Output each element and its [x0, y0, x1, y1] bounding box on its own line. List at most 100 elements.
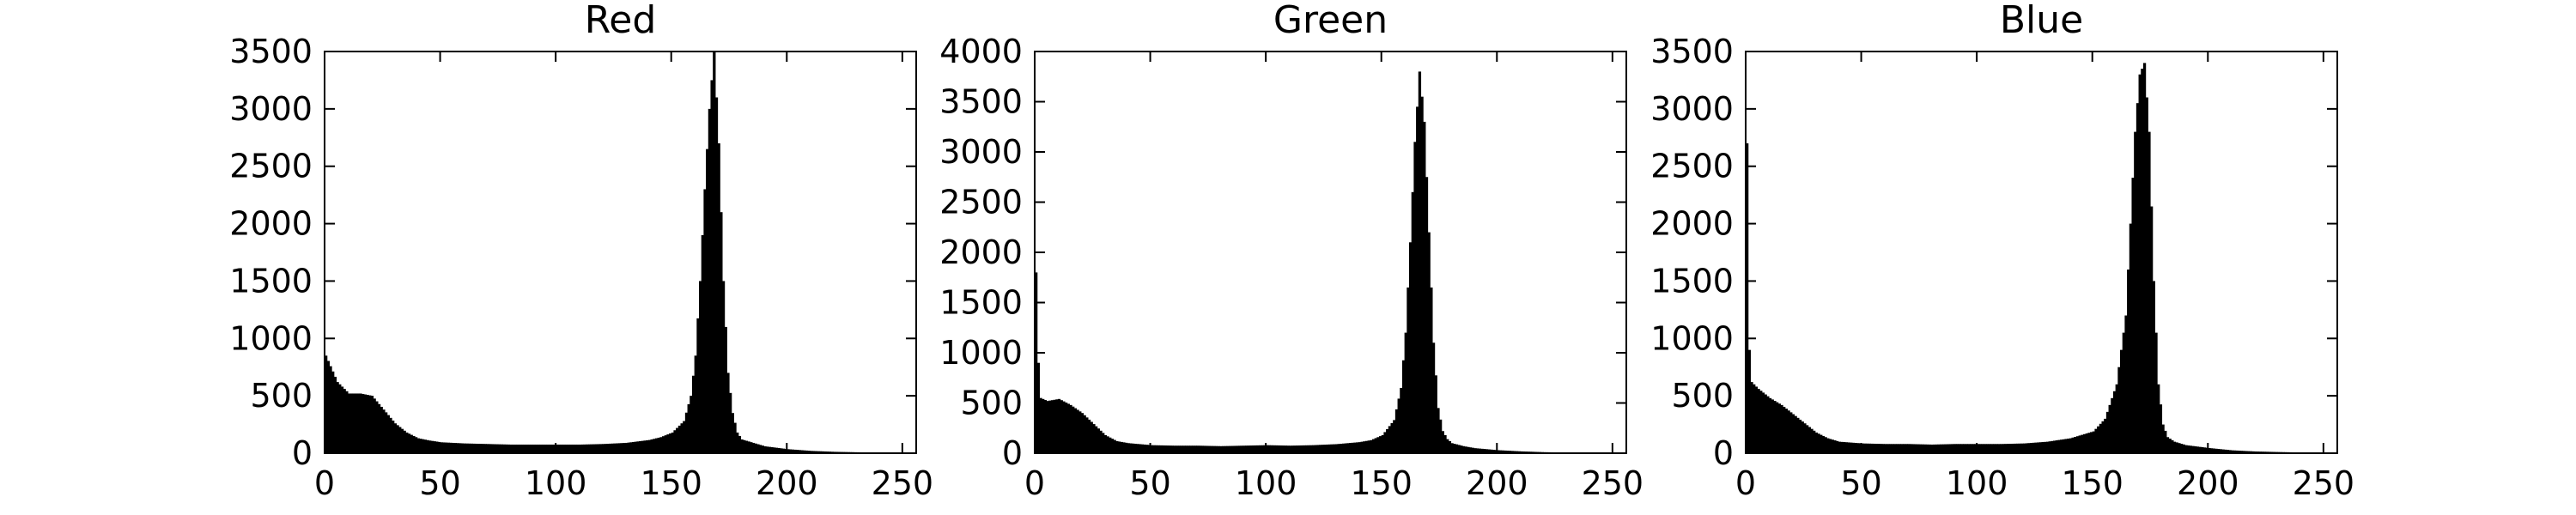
- histogram-bar: [1935, 444, 1938, 453]
- histogram-bar: [713, 52, 716, 453]
- y-tick-label: 2500: [1650, 148, 1734, 185]
- histogram-bar: [1773, 401, 1777, 453]
- histogram-bar: [1835, 440, 1839, 453]
- histogram-bar: [1214, 445, 1218, 453]
- histogram-bar: [2161, 424, 2165, 453]
- histogram-bar: [405, 432, 409, 453]
- histogram-bar: [1226, 445, 1230, 453]
- x-tick-label: 100: [1946, 464, 2008, 502]
- histogram-bar: [2228, 450, 2232, 453]
- histogram-bar: [1446, 439, 1449, 453]
- histogram-bar: [1921, 444, 1924, 453]
- histogram-bar: [1771, 399, 1774, 453]
- histogram-bar: [1388, 426, 1392, 453]
- histogram-bar: [1937, 444, 1941, 453]
- histogram-bar: [2108, 404, 2111, 453]
- histogram-bar: [775, 447, 779, 453]
- histogram-bar: [2212, 448, 2215, 453]
- histogram-bar: [1293, 445, 1297, 453]
- histogram-bar: [541, 444, 545, 453]
- histogram-bar: [2094, 428, 2098, 453]
- histogram-bar: [1951, 444, 1954, 453]
- histogram-bar: [784, 448, 787, 453]
- histogram-bar: [1461, 445, 1466, 453]
- histogram-bar: [2245, 451, 2248, 453]
- histogram-bar: [743, 439, 746, 453]
- histogram-bar: [1775, 402, 1779, 453]
- histogram-bar: [1177, 445, 1182, 453]
- histogram-bar: [1341, 443, 1346, 453]
- histogram-bar: [1455, 444, 1459, 453]
- histogram-bar: [758, 445, 762, 453]
- histogram-bar: [1840, 441, 1844, 453]
- histogram-bar: [2217, 449, 2221, 453]
- histogram-bar: [1370, 439, 1373, 453]
- histogram-bar: [1340, 444, 1343, 453]
- histogram-bar: [1163, 445, 1168, 453]
- histogram-bar: [1471, 447, 1474, 453]
- y-tick-label: 4000: [939, 33, 1023, 70]
- histogram-bar: [493, 444, 496, 453]
- histogram-bar: [2044, 441, 2047, 453]
- histogram-bar: [738, 435, 742, 453]
- histogram-bar: [2221, 449, 2225, 453]
- histogram-bar: [796, 450, 799, 453]
- histogram-bar: [1136, 444, 1139, 453]
- histogram-bar: [1798, 419, 1802, 453]
- histogram-bar: [1249, 445, 1253, 453]
- histogram-bar: [736, 432, 739, 453]
- histogram-bar: [1263, 445, 1267, 453]
- histogram-bar: [1831, 439, 1834, 453]
- histogram-bar: [1820, 434, 1823, 453]
- histogram-bar: [564, 444, 568, 453]
- histogram-bar: [2134, 131, 2137, 453]
- histogram-bar: [631, 441, 635, 453]
- histogram-bar: [2105, 411, 2110, 453]
- histogram-bar: [1947, 444, 1950, 453]
- histogram-bar: [1970, 444, 1973, 453]
- histogram-bar: [721, 281, 726, 453]
- chart-title: Red: [585, 0, 657, 42]
- histogram-bar: [708, 108, 712, 454]
- histogram-bar: [690, 396, 693, 453]
- histogram-bar: [2150, 206, 2154, 453]
- histogram-bar: [1884, 444, 1887, 453]
- x-tick-label: 50: [1840, 464, 1881, 502]
- histogram-bar: [1291, 445, 1295, 453]
- histogram-bar: [2205, 447, 2208, 453]
- histogram-bar: [1430, 287, 1433, 453]
- histogram-bar: [474, 443, 478, 453]
- histogram-bar: [470, 443, 473, 453]
- histogram-bar: [2055, 440, 2058, 453]
- histogram-bar: [1497, 450, 1500, 453]
- histogram-bar: [1810, 428, 1814, 453]
- histogram-bar: [1356, 442, 1359, 453]
- histogram-bar: [1746, 142, 1749, 453]
- histogram-bar: [787, 449, 790, 453]
- histogram-bar: [2191, 445, 2195, 453]
- histogram-bar: [1097, 428, 1100, 453]
- histogram-bar: [1060, 400, 1063, 453]
- histogram-bar: [677, 425, 682, 453]
- histogram-bar: [766, 446, 769, 453]
- histogram-bar: [1050, 400, 1054, 453]
- histogram-bar: [1520, 451, 1523, 453]
- histogram-bar: [580, 444, 585, 453]
- histogram-bar: [2224, 449, 2227, 453]
- histogram-bar: [1281, 445, 1285, 453]
- histogram-bar: [733, 422, 737, 453]
- histogram-bar: [576, 444, 580, 453]
- histogram-bar: [669, 433, 672, 453]
- histogram-bar: [2104, 418, 2107, 453]
- histogram-bar: [2219, 449, 2223, 453]
- histogram-bar: [1510, 451, 1514, 453]
- histogram-bar: [363, 394, 368, 453]
- histogram-bar: [449, 442, 453, 453]
- histogram-bar: [1080, 413, 1084, 453]
- histogram-bar: [1498, 450, 1503, 453]
- histogram-bar: [1506, 451, 1510, 453]
- histogram-bar: [1039, 397, 1042, 453]
- histogram-bar: [2090, 432, 2093, 453]
- histogram-bar: [422, 439, 425, 453]
